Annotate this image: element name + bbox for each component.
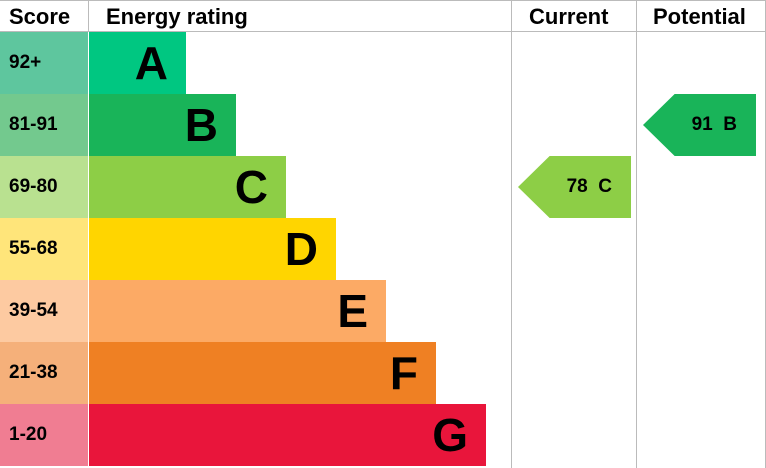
score-range-e: 39-54 — [0, 280, 88, 342]
score-range-f: 21-38 — [0, 342, 88, 404]
potential-rating-label: 91 B — [691, 114, 737, 135]
score-range-b: 81-91 — [0, 94, 88, 156]
current-rating-label: 78 C — [566, 176, 612, 197]
divider — [88, 0, 89, 31]
band-bar-f: F — [89, 342, 436, 404]
score-range-d: 55-68 — [0, 218, 88, 280]
band-bar-d: D — [89, 218, 336, 280]
band-bar-e: E — [89, 280, 386, 342]
energy-rating-header: Energy rating — [106, 4, 248, 29]
potential-rating-arrow: 91 B — [643, 94, 756, 156]
score-range-c: 69-80 — [0, 156, 88, 218]
current-rating-arrow: 78 C — [518, 156, 631, 218]
top-border — [0, 0, 766, 1]
potential-header: Potential — [653, 4, 746, 29]
divider — [636, 0, 637, 468]
header-divider — [0, 31, 766, 32]
band-bar-a: A — [89, 32, 186, 94]
band-bar-c: C — [89, 156, 286, 218]
current-header: Current — [529, 4, 609, 29]
band-bar-g: G — [89, 404, 486, 466]
band-bar-b: B — [89, 94, 236, 156]
score-range-a: 92+ — [0, 32, 88, 94]
divider — [511, 0, 512, 468]
score-range-g: 1-20 — [0, 404, 88, 466]
score-header: Score — [9, 4, 71, 29]
